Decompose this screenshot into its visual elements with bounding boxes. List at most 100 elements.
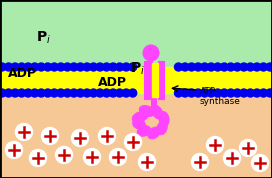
Circle shape: [220, 89, 228, 97]
Circle shape: [84, 148, 100, 166]
Circle shape: [246, 63, 254, 71]
Circle shape: [72, 130, 88, 146]
Circle shape: [11, 63, 19, 71]
Circle shape: [103, 89, 111, 97]
Circle shape: [29, 150, 47, 166]
Circle shape: [253, 89, 261, 97]
Text: P$_i$: P$_i$: [36, 30, 51, 46]
Circle shape: [116, 63, 124, 71]
Circle shape: [122, 63, 130, 71]
Circle shape: [37, 89, 45, 97]
Circle shape: [181, 63, 189, 71]
Circle shape: [207, 63, 215, 71]
Circle shape: [174, 63, 183, 71]
Circle shape: [5, 63, 13, 71]
Circle shape: [129, 89, 137, 97]
Circle shape: [44, 63, 52, 71]
Circle shape: [227, 89, 235, 97]
Circle shape: [57, 63, 65, 71]
Circle shape: [233, 89, 241, 97]
Bar: [158, 61, 164, 99]
Circle shape: [191, 153, 209, 171]
Circle shape: [246, 89, 254, 97]
Circle shape: [129, 63, 137, 71]
Ellipse shape: [133, 119, 145, 129]
Bar: [0, 95, 272, 178]
Circle shape: [252, 155, 268, 171]
Ellipse shape: [151, 105, 163, 119]
Circle shape: [259, 63, 267, 71]
Ellipse shape: [157, 121, 167, 135]
Circle shape: [50, 89, 58, 97]
Circle shape: [253, 63, 261, 71]
Bar: [0, 67, 272, 93]
Bar: [151, 97, 156, 109]
Circle shape: [103, 63, 111, 71]
Circle shape: [31, 89, 39, 97]
Circle shape: [266, 63, 272, 71]
Circle shape: [18, 89, 26, 97]
Circle shape: [194, 89, 202, 97]
Circle shape: [138, 153, 156, 171]
Circle shape: [214, 63, 222, 71]
Circle shape: [83, 63, 91, 71]
Circle shape: [233, 63, 241, 71]
Circle shape: [214, 89, 222, 97]
Bar: [152, 63, 158, 97]
Circle shape: [227, 63, 235, 71]
Circle shape: [98, 127, 116, 145]
Bar: [144, 61, 152, 99]
Circle shape: [37, 63, 45, 71]
Circle shape: [31, 63, 39, 71]
Circle shape: [63, 63, 71, 71]
Circle shape: [76, 89, 84, 97]
Circle shape: [122, 89, 130, 97]
Text: P$_i$: P$_i$: [130, 61, 145, 77]
Circle shape: [5, 142, 23, 158]
Circle shape: [188, 63, 196, 71]
Circle shape: [116, 89, 124, 97]
Circle shape: [5, 89, 13, 97]
Circle shape: [181, 89, 189, 97]
Circle shape: [266, 89, 272, 97]
Circle shape: [89, 89, 98, 97]
Ellipse shape: [143, 45, 159, 61]
Circle shape: [83, 89, 91, 97]
Circle shape: [16, 124, 32, 140]
Circle shape: [18, 63, 26, 71]
Circle shape: [201, 63, 209, 71]
Circle shape: [240, 63, 248, 71]
Circle shape: [70, 89, 78, 97]
Circle shape: [70, 63, 78, 71]
Circle shape: [174, 89, 183, 97]
Circle shape: [0, 63, 6, 71]
Circle shape: [109, 89, 117, 97]
Circle shape: [44, 89, 52, 97]
Ellipse shape: [137, 126, 151, 136]
Circle shape: [259, 89, 267, 97]
Circle shape: [55, 146, 73, 164]
Circle shape: [50, 63, 58, 71]
Text: ATP
synthase: ATP synthase: [200, 87, 241, 106]
Circle shape: [110, 148, 126, 166]
Circle shape: [42, 127, 58, 145]
Circle shape: [224, 150, 240, 166]
Ellipse shape: [139, 106, 155, 116]
Circle shape: [24, 89, 32, 97]
Circle shape: [0, 89, 6, 97]
Bar: [0, 0, 272, 95]
Circle shape: [24, 63, 32, 71]
Ellipse shape: [132, 112, 148, 122]
Circle shape: [96, 63, 104, 71]
Circle shape: [76, 63, 84, 71]
Circle shape: [240, 89, 248, 97]
Ellipse shape: [148, 127, 160, 139]
Circle shape: [207, 89, 215, 97]
Circle shape: [57, 89, 65, 97]
Circle shape: [63, 89, 71, 97]
Circle shape: [89, 63, 98, 71]
Circle shape: [96, 89, 104, 97]
Circle shape: [201, 89, 209, 97]
Circle shape: [125, 134, 141, 151]
Circle shape: [240, 140, 256, 156]
